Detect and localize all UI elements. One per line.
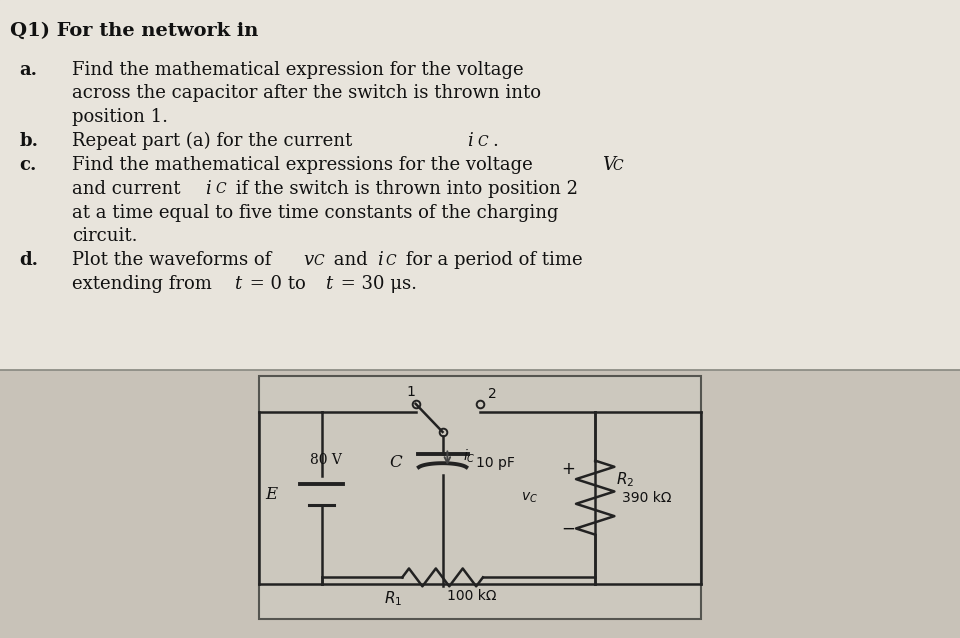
- Text: 390 kΩ: 390 kΩ: [622, 491, 672, 505]
- Text: Repeat part (a) for the current: Repeat part (a) for the current: [72, 132, 358, 151]
- Text: extending from: extending from: [72, 275, 218, 293]
- Text: circuit.: circuit.: [72, 227, 137, 245]
- Text: Find the mathematical expressions for the voltage: Find the mathematical expressions for th…: [72, 156, 539, 174]
- Text: across the capacitor after the switch is thrown into: across the capacitor after the switch is…: [72, 84, 541, 102]
- Text: C: C: [477, 135, 488, 149]
- Text: +: +: [562, 460, 575, 478]
- Text: i: i: [377, 251, 383, 269]
- Text: 80 V: 80 V: [310, 453, 343, 467]
- Text: b.: b.: [19, 132, 38, 150]
- Text: $i_C$: $i_C$: [463, 447, 475, 465]
- Text: V: V: [602, 156, 615, 174]
- Text: Plot the waveforms of: Plot the waveforms of: [72, 251, 277, 269]
- Text: 10 pF: 10 pF: [476, 456, 515, 470]
- Text: C: C: [385, 254, 396, 268]
- Text: Find the mathematical expression for the voltage: Find the mathematical expression for the…: [72, 61, 523, 78]
- Bar: [259, 376, 701, 619]
- Text: Q1) For the network in: Q1) For the network in: [10, 22, 258, 40]
- Text: 2: 2: [488, 387, 496, 401]
- Text: 100 kΩ: 100 kΩ: [447, 589, 497, 603]
- Text: C: C: [313, 254, 324, 268]
- Text: C: C: [612, 159, 623, 173]
- Text: C: C: [390, 454, 402, 471]
- Text: position 1.: position 1.: [72, 108, 168, 126]
- Text: a.: a.: [19, 61, 37, 78]
- Text: for a period of time: for a period of time: [400, 251, 583, 269]
- Text: .: .: [492, 132, 498, 150]
- Text: = 30 μs.: = 30 μs.: [335, 275, 417, 293]
- Text: and: and: [328, 251, 373, 269]
- Text: v: v: [303, 251, 314, 269]
- Text: −: −: [562, 519, 575, 537]
- Bar: [0, 0, 960, 370]
- Text: i: i: [468, 132, 473, 150]
- Text: t: t: [325, 275, 333, 293]
- Text: = 0 to: = 0 to: [244, 275, 311, 293]
- Text: c.: c.: [19, 156, 36, 174]
- Text: E: E: [266, 486, 277, 503]
- Text: 1: 1: [406, 385, 416, 399]
- Text: d.: d.: [19, 251, 38, 269]
- Text: $R_2$: $R_2$: [616, 470, 635, 489]
- Text: $v_C$: $v_C$: [520, 491, 538, 505]
- Text: $R_1$: $R_1$: [384, 589, 402, 607]
- Text: and current: and current: [72, 180, 186, 198]
- Text: if the switch is thrown into position 2: if the switch is thrown into position 2: [230, 180, 578, 198]
- Text: i: i: [205, 180, 211, 198]
- Text: C: C: [215, 182, 226, 197]
- Text: t: t: [234, 275, 242, 293]
- Text: at a time equal to five time constants of the charging: at a time equal to five time constants o…: [72, 204, 559, 221]
- Bar: [0, 370, 960, 638]
